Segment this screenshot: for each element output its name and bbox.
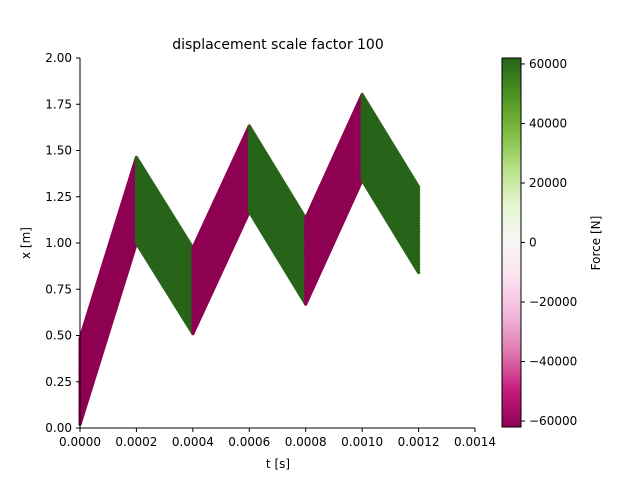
series-bar [304, 92, 364, 221]
y-tick-label: 1.25 [45, 190, 72, 204]
series-band-3 [191, 124, 251, 336]
colorbar-tick-label: −20000 [529, 295, 577, 309]
series-band-4 [247, 124, 308, 306]
x-tick-label: 0.0000 [59, 435, 101, 449]
x-tick-label: 0.0012 [398, 435, 440, 449]
colorbar-tick-label: 20000 [529, 176, 567, 190]
x-tick-label: 0.0006 [228, 435, 270, 449]
series-band-1 [78, 155, 138, 426]
y-tick-label: 2.00 [45, 51, 72, 65]
colorbar-tick-label: 40000 [529, 116, 567, 130]
x-tick-label: 0.0010 [341, 435, 383, 449]
y-axis-label: x [m] [19, 227, 33, 259]
y-tick-label: 1.00 [45, 236, 72, 250]
series-bar [191, 124, 251, 250]
series-bar [78, 155, 138, 341]
colorbar: 60000 40000 20000 0 −20000 −40000 −60000 [501, 57, 577, 428]
y-tick-label: 0.75 [45, 282, 72, 296]
x-tick-label: 0.0002 [115, 435, 157, 449]
y-tick-label: 1.75 [45, 97, 72, 111]
x-tick-label: 0.0008 [285, 435, 327, 449]
axes: 0.0000 0.0002 0.0004 0.0006 0.0008 0.0010 0.00… [45, 51, 496, 449]
colorbar-tick-label: 0 [529, 236, 537, 250]
series-bar [360, 92, 421, 189]
y-tick-label: 0.25 [45, 375, 72, 389]
x-tick-label: 0.0004 [172, 435, 214, 449]
colorbar-tick-label: −40000 [529, 355, 577, 369]
series-band-5 [304, 92, 364, 306]
plot-area [78, 90, 421, 426]
colorbar-tick-label: −60000 [529, 414, 577, 428]
y-tick-label: 0.50 [45, 329, 72, 343]
series-band-2 [134, 155, 195, 336]
y-tick-label: 1.50 [45, 144, 72, 158]
colorbar-tick-label: 60000 [529, 57, 567, 71]
series-bar [247, 124, 308, 221]
series-band-6 [360, 92, 421, 275]
y-tick-label: 0.00 [45, 421, 72, 435]
x-tick-label: 0.0014 [454, 435, 496, 449]
colorbar-bar [501, 57, 522, 428]
x-axis-label: t [s] [266, 457, 290, 471]
chart-title: displacement scale factor 100 [172, 37, 384, 53]
series-bar [134, 155, 195, 250]
colorbar-label: Force [N] [589, 216, 603, 271]
